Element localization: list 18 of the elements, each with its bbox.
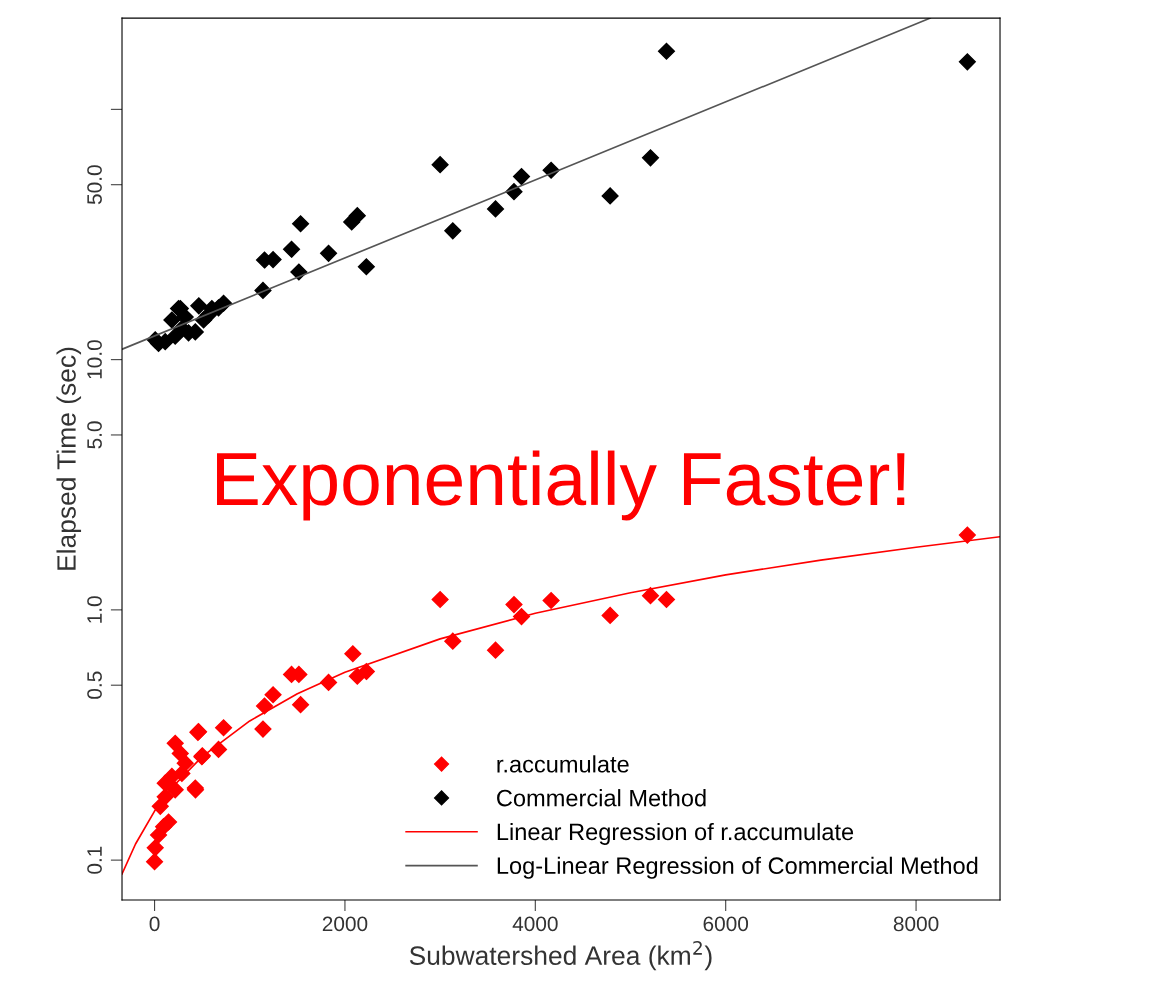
y-tick-label: 0.5 <box>87 671 102 699</box>
legend-label: Commercial Method <box>497 789 706 807</box>
y-tick-label: 0.1 <box>87 846 102 874</box>
y-tick-label: 10.0 <box>87 340 102 379</box>
legend-label: r.accumulate <box>497 755 629 773</box>
x-tick-label: 4000 <box>512 916 558 932</box>
legend-label: Linear Regression of r.accumulate <box>497 822 854 845</box>
y-tick-label: 50.0 <box>87 165 102 205</box>
x-tick-label: 0 <box>149 916 160 932</box>
x-tick-label: 2000 <box>322 916 368 932</box>
x-tick-label: 8000 <box>893 916 939 932</box>
y-axis-title: Elapsed Time (sec) <box>56 347 82 570</box>
x-axis-title: Subwatershed Area (km$^{2}$) <box>409 940 712 971</box>
annotation: Exponentially Faster! <box>217 450 905 521</box>
y-tick-label: 1.0 <box>87 596 102 623</box>
x-tick-label: 6000 <box>703 916 749 932</box>
legend-label: Log-Linear Regression of Commercial Method <box>497 856 978 879</box>
y-tick-label: 5.0 <box>87 421 102 449</box>
